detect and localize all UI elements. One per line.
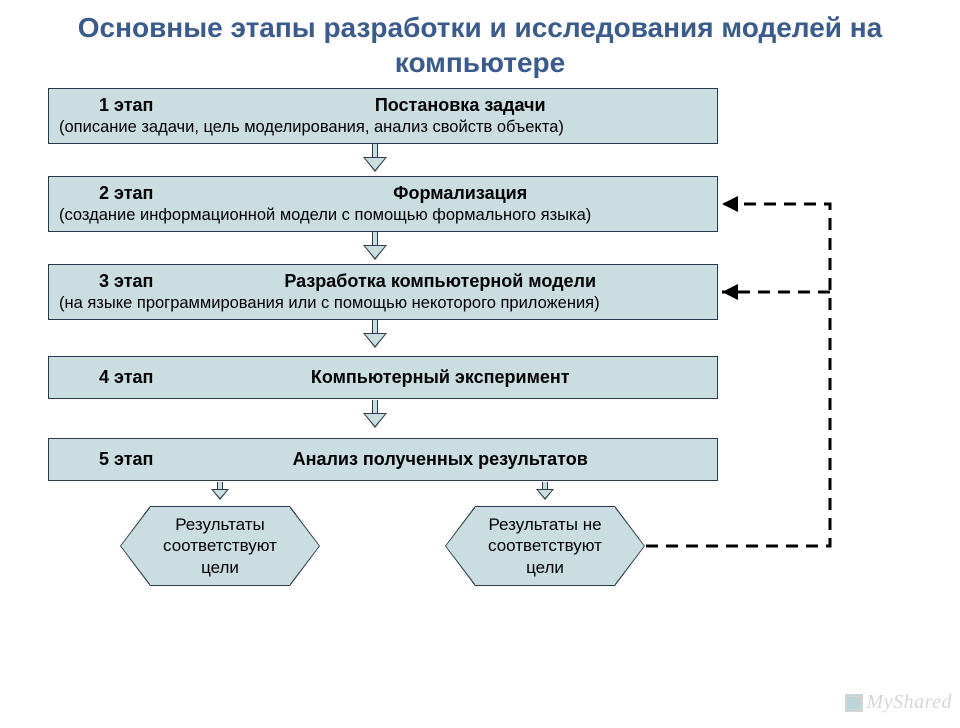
watermark-icon: [845, 694, 863, 712]
stage-1-name: Постановка задачи: [153, 95, 707, 116]
stage-1-num: 1 этап: [59, 95, 153, 116]
outcome-match: Результаты соответствуют цели: [120, 506, 320, 586]
stage-1-desc: (описание задачи, цель моделирования, ан…: [59, 118, 707, 137]
stage-3-desc: (на языке программирования или с помощью…: [59, 294, 707, 313]
outcome-nomatch: Результаты не соответствуют цели: [445, 506, 645, 586]
stage-3-num: 3 этап: [59, 271, 153, 292]
flowchart-canvas: 1 этап Постановка задачи (описание задач…: [0, 88, 960, 728]
stage-5-num: 5 этап: [59, 449, 153, 470]
stage-2-name: Формализация: [153, 183, 707, 204]
stage-4: 4 этап Компьютерный эксперимент: [48, 356, 718, 399]
stage-2-num: 2 этап: [59, 183, 153, 204]
watermark: MyShared: [845, 691, 952, 714]
stage-3: 3 этап Разработка компьютерной модели (н…: [48, 264, 718, 320]
stage-2-desc: (создание информационной модели с помощь…: [59, 206, 707, 225]
outcome-nomatch-label: Результаты не соответствуют цели: [475, 506, 615, 586]
stage-2: 2 этап Формализация (создание информацио…: [48, 176, 718, 232]
stage-5-name: Анализ полученных результатов: [153, 449, 707, 470]
stage-5: 5 этап Анализ полученных результатов: [48, 438, 718, 481]
stage-3-name: Разработка компьютерной модели: [153, 271, 707, 292]
page-title: Основные этапы разработки и исследования…: [0, 0, 960, 88]
stage-4-num: 4 этап: [59, 367, 153, 388]
outcome-match-label: Результаты соответствуют цели: [150, 506, 290, 586]
stage-1: 1 этап Постановка задачи (описание задач…: [48, 88, 718, 144]
stage-4-name: Компьютерный эксперимент: [153, 367, 707, 388]
